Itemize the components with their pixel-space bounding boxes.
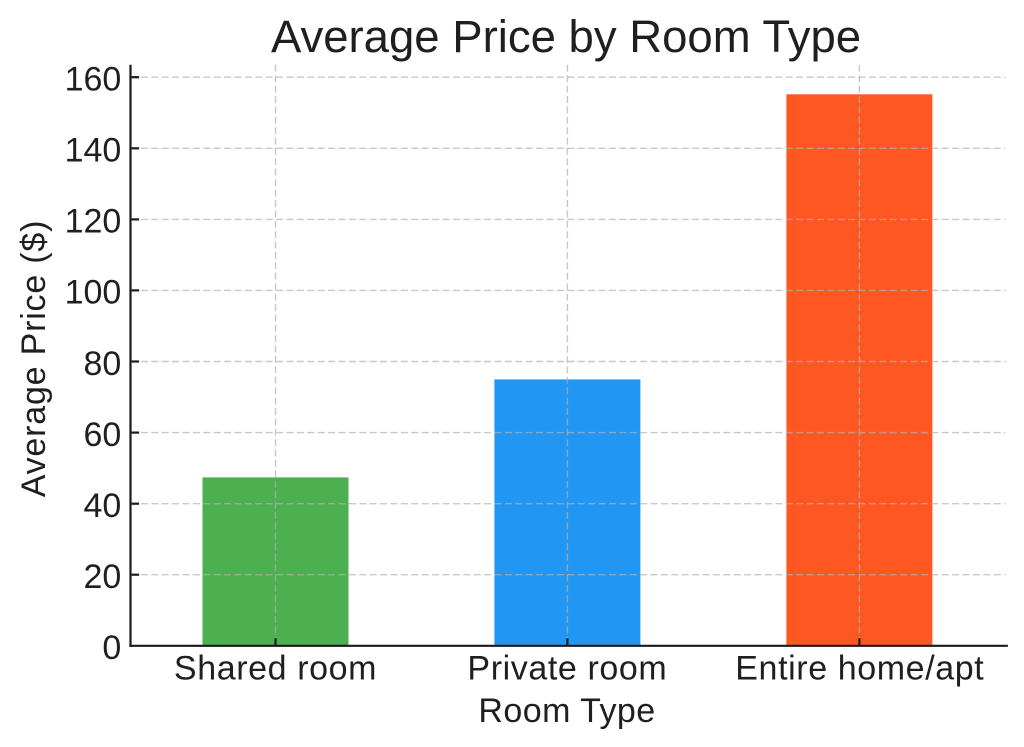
svg-text:Room Type: Room Type — [478, 692, 655, 730]
svg-text:Shared room: Shared room — [174, 649, 377, 687]
svg-text:20: 20 — [83, 558, 121, 596]
svg-text:60: 60 — [83, 416, 121, 454]
svg-text:0: 0 — [102, 629, 121, 667]
svg-text:160: 160 — [65, 61, 122, 99]
svg-text:Private room: Private room — [467, 649, 667, 687]
svg-text:40: 40 — [83, 487, 121, 525]
svg-text:Average Price by Room Type: Average Price by Room Type — [271, 11, 861, 62]
svg-text:120: 120 — [65, 203, 122, 241]
svg-text:Entire home/apt: Entire home/apt — [735, 649, 984, 687]
svg-text:140: 140 — [65, 132, 122, 170]
svg-text:100: 100 — [65, 274, 122, 312]
svg-text:80: 80 — [83, 345, 121, 383]
svg-text:Average Price ($): Average Price ($) — [15, 220, 53, 498]
